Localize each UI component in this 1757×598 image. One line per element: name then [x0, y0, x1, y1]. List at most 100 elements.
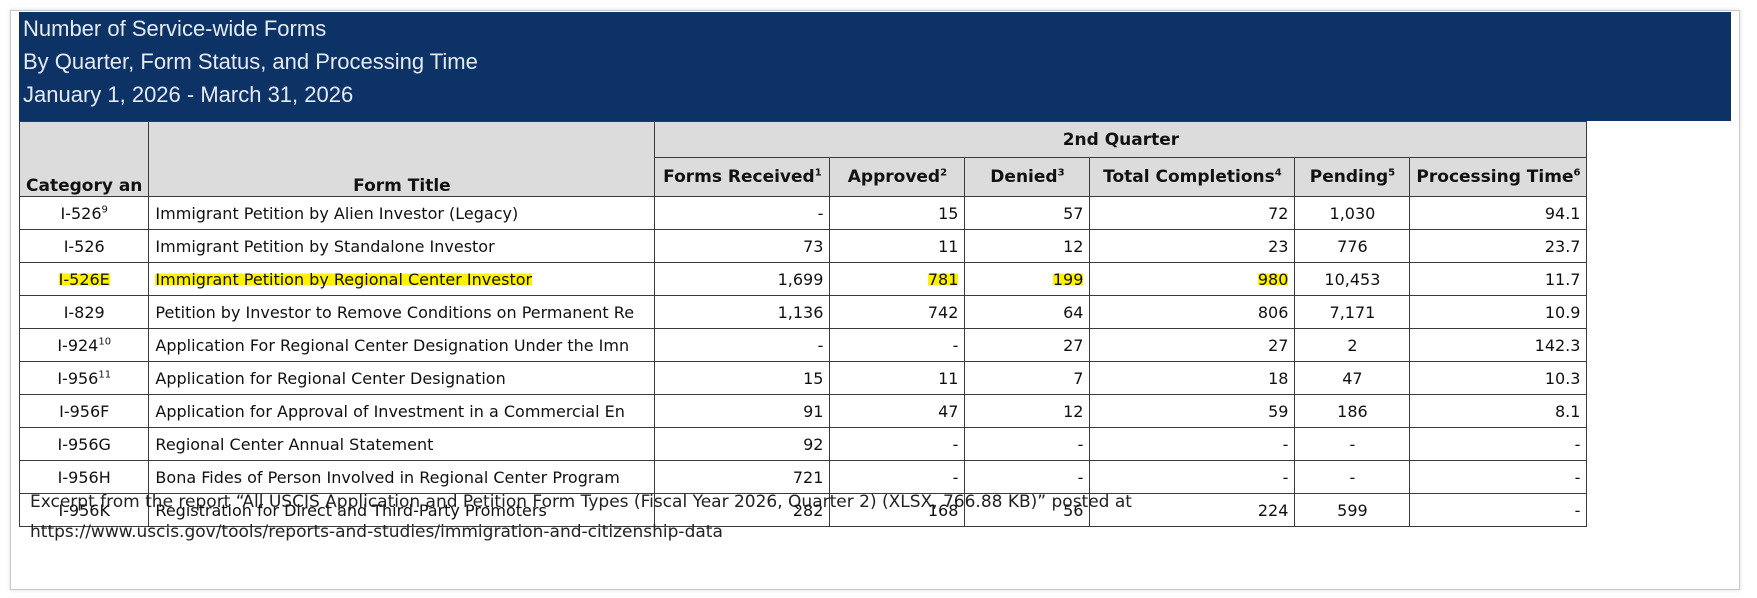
cell-pending: 1,030 — [1294, 196, 1411, 230]
cell-approved: 47 — [829, 394, 966, 428]
document-image: Number of Service-wide Forms By Quarter,… — [10, 10, 1740, 590]
cell-category: I-956G — [18, 427, 150, 461]
cell-denied: 64 — [964, 295, 1091, 329]
cell-form-title: Registration for Direct and Third-Party … — [148, 493, 656, 527]
cell-denied: 12 — [964, 394, 1091, 428]
report-subtitle: By Quarter, Form Status, and Processing … — [23, 49, 478, 74]
cell-pending-text: 1,030 — [1329, 203, 1376, 223]
col-header-pending: Pending5 — [1294, 157, 1411, 197]
cell-forms-received-text: - — [817, 203, 824, 223]
cell-processing-time: 10.3 — [1409, 361, 1588, 395]
cell-denied: 7 — [964, 361, 1091, 395]
cell-denied: 57 — [964, 196, 1091, 230]
quarter-header: 2nd Quarter — [654, 121, 1588, 158]
cell-form-title-text: Application For Regional Center Designat… — [155, 335, 630, 355]
cell-category: I-829 — [18, 295, 150, 329]
cell-form-title-text: Regional Center Annual Statement — [155, 434, 434, 454]
col-header-processing-time: Processing Time6 — [1409, 157, 1588, 197]
source-note-text: Excerpt from the report “All USCIS Appli… — [30, 492, 1132, 512]
table-body: I-5269 Immigrant Petition by Alien Invest… — [18, 196, 1588, 527]
cell-forms-received-text: 73 — [803, 236, 824, 256]
table-row: I-526 Immigrant Petition by Standalone In… — [18, 229, 1588, 263]
cell-pending-text: 2 — [1347, 335, 1358, 355]
cell-total-completions: 224 — [1089, 493, 1296, 527]
cell-processing-time-text: - — [1574, 500, 1581, 520]
cell-approved: 15 — [829, 196, 966, 230]
cell-processing-time-text: 23.7 — [1544, 236, 1581, 256]
cell-form-title: Application for Approval of Investment i… — [148, 394, 656, 428]
cell-processing-time: 10.9 — [1409, 295, 1588, 329]
forms-table: Category an Form Title 2nd Quarter Forms… — [18, 121, 1588, 527]
table-row: I-92410 Application For Regional Center D… — [18, 328, 1588, 362]
cell-category: I-95611 — [18, 361, 150, 395]
cell-pending: 47 — [1294, 361, 1411, 395]
cell-approved-text: - — [952, 434, 959, 454]
cell-category-text: I-956G — [57, 434, 111, 454]
cell-form-title-text: Petition by Investor to Remove Condition… — [155, 302, 635, 322]
cell-total-completions-text: 23 — [1268, 236, 1289, 256]
cell-form-title: Bona Fides of Person Involved in Regiona… — [148, 460, 656, 494]
col-header-category: Category an — [18, 121, 150, 197]
cell-approved: 11 — [829, 361, 966, 395]
cell-forms-received-text: 1,699 — [777, 269, 824, 289]
col-header-form-title: Form Title — [148, 121, 656, 197]
cell-denied-text: - — [1077, 434, 1084, 454]
cell-category-text: I-956F — [59, 401, 110, 421]
cell-forms-received-text: 1,136 — [777, 302, 824, 322]
cell-processing-time: - — [1409, 427, 1588, 461]
cell-form-title: Regional Center Annual Statement — [148, 427, 656, 461]
cell-denied: 199 — [964, 262, 1091, 296]
cell-pending: 7,171 — [1294, 295, 1411, 329]
cell-denied: 27 — [964, 328, 1091, 362]
cell-form-title-text: Application for Approval of Investment i… — [155, 401, 625, 421]
cell-approved-text: 11 — [938, 368, 959, 388]
cell-form-title: Immigrant Petition by Alien Investor (Le… — [148, 196, 656, 230]
cell-denied: 56 — [964, 493, 1091, 527]
cell-approved-text: 15 — [938, 203, 959, 223]
table-row: I-526E Immigrant Petition by Regional Cen… — [18, 262, 1588, 296]
cell-form-title-text: Application for Regional Center Designat… — [155, 368, 506, 388]
cell-total-completions: 27 — [1089, 328, 1296, 362]
cell-denied: - — [964, 427, 1091, 461]
cell-pending-text: 47 — [1342, 368, 1363, 388]
cell-processing-time-text: 10.3 — [1544, 368, 1581, 388]
cell-pending-text: 186 — [1337, 401, 1368, 421]
table-row: I-956K Registration for Direct and Third-… — [18, 493, 1588, 527]
cell-approved-text: 781 — [927, 269, 959, 289]
cell-forms-received-text: 15 — [803, 368, 824, 388]
cell-approved: - — [829, 328, 966, 362]
cell-total-completions: 18 — [1089, 361, 1296, 395]
cell-category-text: I-526 — [63, 236, 105, 256]
cell-forms-received: 73 — [654, 229, 831, 263]
table-row: I-956F Application for Approval of Invest… — [18, 394, 1588, 428]
cell-processing-time: 23.7 — [1409, 229, 1588, 263]
cell-total-completions-text: 27 — [1268, 335, 1289, 355]
cell-forms-received-text: 721 — [792, 467, 824, 487]
cell-pending-text: 7,171 — [1329, 302, 1376, 322]
cell-processing-time-text: 94.1 — [1544, 203, 1581, 223]
cell-total-completions-text: 18 — [1268, 368, 1289, 388]
cell-denied-text: 7 — [1073, 368, 1084, 388]
cell-processing-time: 94.1 — [1409, 196, 1588, 230]
cell-approved-text: 168 — [927, 500, 959, 520]
cell-form-title-text: Immigrant Petition by Alien Investor (Le… — [155, 203, 519, 223]
cell-total-completions-text: - — [1282, 467, 1289, 487]
cell-pending: - — [1294, 427, 1411, 461]
cell-category: I-956H — [18, 460, 150, 494]
cell-pending: 2 — [1294, 328, 1411, 362]
cell-total-completions-text: 806 — [1257, 302, 1289, 322]
cell-category-text: I-924 — [57, 335, 99, 355]
cell-denied-text: 27 — [1063, 335, 1084, 355]
cell-pending-text: 599 — [1337, 500, 1368, 520]
cell-forms-received: 92 — [654, 427, 831, 461]
cell-approved-text: 47 — [938, 401, 959, 421]
cell-category: I-5269 — [18, 196, 150, 230]
cell-forms-received: 282 — [654, 493, 831, 527]
cell-form-title-text: Registration for Direct and Third-Party … — [155, 500, 547, 520]
cell-category-text: I-956H — [57, 467, 111, 487]
cell-forms-received: - — [654, 196, 831, 230]
cell-total-completions-text: - — [1282, 434, 1289, 454]
cell-processing-time: - — [1409, 493, 1588, 527]
cell-approved: - — [829, 427, 966, 461]
cell-form-title-text: Bona Fides of Person Involved in Regiona… — [155, 467, 620, 487]
